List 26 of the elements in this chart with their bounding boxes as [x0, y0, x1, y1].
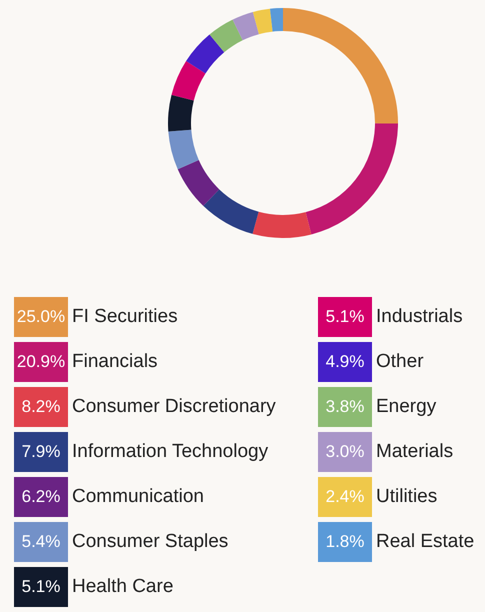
legend-label: Real Estate — [376, 531, 474, 553]
legend-label: Financials — [72, 351, 158, 373]
legend-label: Other — [376, 351, 424, 373]
legend-label: Industrials — [376, 306, 463, 328]
legend-label: Health Care — [72, 576, 174, 598]
data-label: 6.2% — [14, 477, 68, 517]
data-label: 5.1% — [14, 567, 68, 607]
legend-label: Information Technology — [72, 441, 268, 463]
data-label: 4.9% — [318, 342, 372, 382]
data-label: 5.4% — [14, 522, 68, 562]
data-label: 3.0% — [318, 432, 372, 472]
data-label: 20.9% — [14, 342, 68, 382]
data-label: 2.4% — [318, 477, 372, 517]
legend-label: Utilities — [376, 486, 438, 508]
data-label: 3.8% — [318, 387, 372, 427]
legend-label: Energy — [376, 396, 436, 418]
legend-label: Consumer Discretionary — [72, 396, 276, 418]
legend-label: Communication — [72, 486, 204, 508]
data-label: 7.9% — [14, 432, 68, 472]
data-label: 8.2% — [14, 387, 68, 427]
legend-label: Consumer Staples — [72, 531, 228, 553]
legend-label: Materials — [376, 441, 454, 463]
data-label: 1.8% — [318, 522, 372, 562]
legend-label: FI Securities — [72, 306, 178, 328]
data-label: 5.1% — [318, 297, 372, 337]
data-label: 25.0% — [14, 297, 68, 337]
